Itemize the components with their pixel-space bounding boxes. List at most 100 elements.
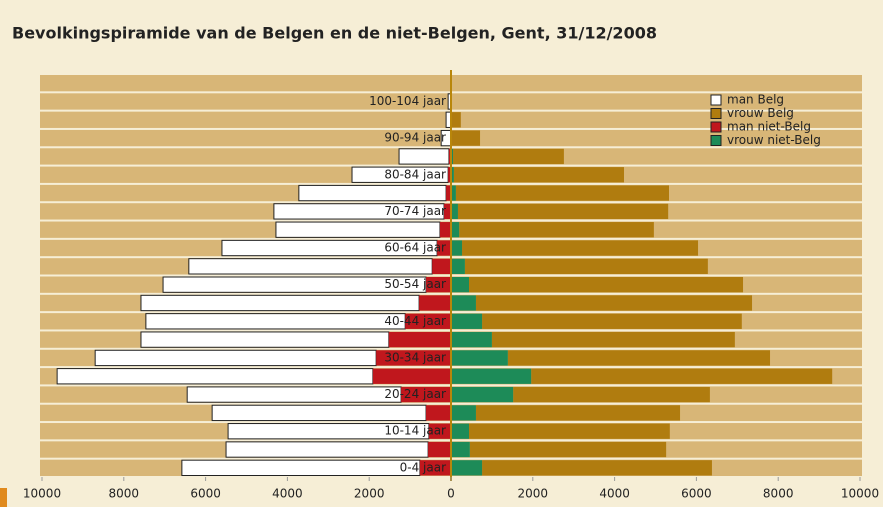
- x-tick-label: 2000: [354, 487, 385, 501]
- bar: [451, 405, 476, 421]
- bar: [419, 295, 451, 311]
- x-tick-label: 0: [447, 487, 455, 501]
- bar: [513, 386, 710, 403]
- legend-label: vrouw niet-Belg: [727, 133, 821, 147]
- y-tick-label: 90-94 jaar: [384, 131, 446, 145]
- bar: [451, 167, 454, 183]
- x-tick-label: 6000: [190, 487, 221, 501]
- bar: [451, 350, 508, 366]
- bar: [451, 112, 461, 128]
- y-tick-label: 40-44 jaar: [384, 314, 446, 328]
- legend-swatch: [710, 108, 722, 119]
- bar: [451, 386, 514, 403]
- x-tick-label: 10000: [23, 487, 61, 501]
- bar: [531, 368, 833, 384]
- bar: [451, 295, 476, 311]
- bar: [451, 240, 463, 256]
- legend-swatch: [710, 121, 722, 133]
- bar: [145, 313, 406, 330]
- x-tick-label: 2000: [518, 487, 549, 501]
- bar: [211, 404, 427, 422]
- bar: [448, 167, 451, 183]
- bar: [507, 350, 771, 366]
- bar: [405, 313, 451, 329]
- bar: [225, 441, 429, 458]
- bar: [482, 460, 712, 476]
- chart-title: Bevolkingspiramide van de Belgen en de n…: [12, 24, 657, 43]
- bar: [426, 277, 451, 293]
- bar: [56, 368, 374, 385]
- bar: [468, 277, 744, 293]
- x-tick-label: 4000: [272, 487, 303, 501]
- y-tick-label: 10-14 jaar: [384, 424, 446, 438]
- bar: [451, 222, 460, 238]
- bar: [401, 386, 451, 403]
- bar: [186, 386, 402, 403]
- bar: [439, 222, 451, 238]
- bar: [451, 313, 483, 329]
- bar: [388, 331, 451, 348]
- y-tick-label: 0-4 jaar: [400, 460, 446, 474]
- legend-label: vrouw Belg: [727, 106, 794, 120]
- bar: [140, 294, 420, 312]
- x-tick-label: 4000: [599, 487, 630, 501]
- corner-mark: [0, 488, 7, 507]
- y-tick-label: 80-84 jaar: [384, 167, 446, 181]
- bar: [426, 405, 451, 421]
- bar: [482, 313, 742, 329]
- bar: [451, 423, 469, 439]
- bar: [444, 203, 451, 220]
- bar: [451, 258, 465, 274]
- bar: [372, 368, 451, 384]
- bar: [140, 331, 390, 348]
- y-tick-label: 30-34 jaar: [384, 350, 446, 364]
- bar: [451, 368, 532, 384]
- bar: [451, 148, 454, 165]
- bar: [446, 185, 451, 201]
- x-tick-label: 8000: [109, 487, 140, 501]
- bar: [275, 221, 441, 238]
- bar: [453, 167, 625, 183]
- bar: [419, 460, 451, 476]
- y-tick-label: 20-24 jaar: [384, 387, 446, 401]
- bar: [468, 423, 670, 439]
- bar: [451, 130, 481, 146]
- bar: [428, 441, 451, 458]
- bar: [455, 185, 669, 201]
- bar: [94, 349, 377, 367]
- bar: [398, 148, 450, 165]
- bar: [457, 203, 669, 220]
- x-tick-label: 8000: [763, 487, 794, 501]
- bar: [462, 240, 699, 256]
- bar: [451, 203, 458, 220]
- bar: [181, 459, 421, 477]
- bar: [428, 423, 451, 439]
- bar: [298, 184, 447, 202]
- bar: [376, 350, 451, 366]
- legend-label: man Belg: [727, 93, 784, 107]
- bar: [451, 331, 492, 348]
- y-tick-label: 60-64 jaar: [384, 241, 446, 255]
- bar: [188, 258, 433, 275]
- legend-swatch: [710, 135, 722, 146]
- y-tick-label: 100-104 jaar: [369, 94, 446, 108]
- x-tick-label: 10000: [841, 487, 879, 501]
- y-tick-label: 50-54 jaar: [384, 277, 446, 291]
- bar: [437, 240, 451, 256]
- bar: [451, 277, 469, 293]
- bar: [453, 148, 564, 165]
- legend-label: man niet-Belg: [727, 120, 811, 134]
- bar: [475, 405, 681, 421]
- x-tick-label: 6000: [681, 487, 712, 501]
- bar: [475, 295, 753, 311]
- bar: [491, 331, 735, 348]
- bar: [464, 258, 708, 274]
- bar: [451, 460, 483, 476]
- legend-swatch: [710, 94, 722, 106]
- bar: [451, 441, 470, 458]
- bar: [451, 185, 456, 201]
- y-tick-label: 70-74 jaar: [384, 204, 446, 218]
- bar: [469, 441, 667, 458]
- bar: [432, 258, 451, 274]
